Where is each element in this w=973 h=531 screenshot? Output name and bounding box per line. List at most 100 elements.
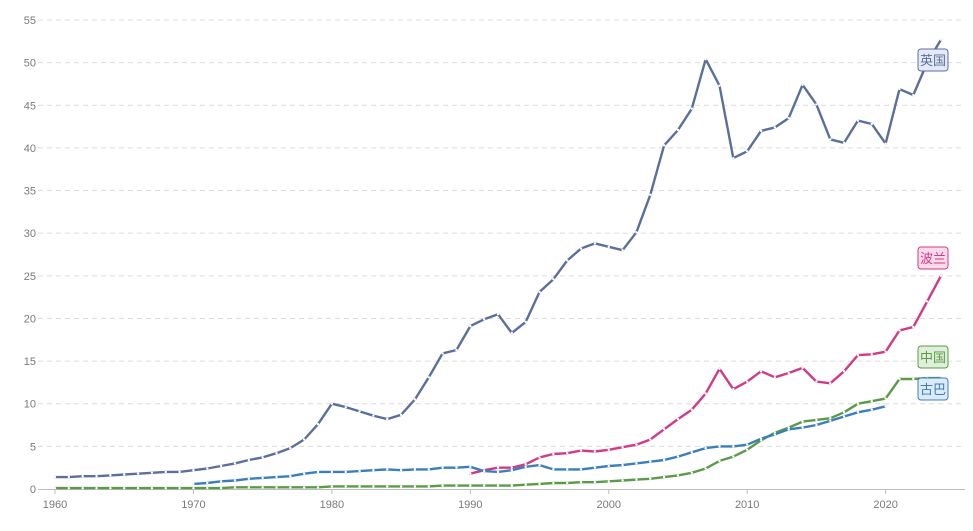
data-point <box>939 274 943 278</box>
data-point <box>261 476 264 480</box>
y-tick-label: 5 <box>30 441 36 453</box>
data-point <box>67 475 71 479</box>
data-point <box>330 470 334 474</box>
data-point <box>192 482 195 486</box>
data-point <box>856 411 860 414</box>
data-point <box>496 312 500 316</box>
data-point <box>316 486 320 489</box>
data-point <box>524 320 527 324</box>
data-point <box>884 397 887 400</box>
data-point <box>635 478 638 481</box>
data-point <box>455 348 458 352</box>
data-point <box>593 242 597 245</box>
data-point <box>302 438 306 441</box>
data-point <box>579 247 583 250</box>
data-point <box>662 428 666 431</box>
data-point <box>53 475 57 479</box>
x-axis-ticks: 1960 1970 1980 1990 2000 2010 2020 <box>43 489 898 511</box>
data-point <box>496 484 500 487</box>
series-label-box <box>917 246 949 270</box>
data-point <box>164 470 167 474</box>
data-point <box>358 410 361 413</box>
data-point <box>344 485 347 488</box>
data-point <box>386 417 389 421</box>
x-tick-label: 1960 <box>43 499 67 511</box>
data-point <box>358 485 361 488</box>
x-tick-label: 1990 <box>458 499 482 511</box>
data-point <box>662 144 666 147</box>
data-point <box>649 438 652 441</box>
data-point <box>219 464 223 468</box>
data-point <box>261 486 264 489</box>
data-point <box>455 466 458 469</box>
data-point <box>718 445 721 448</box>
data-point <box>399 485 403 488</box>
data-point <box>427 485 430 488</box>
data-point <box>399 413 403 417</box>
data-point <box>704 392 707 395</box>
data-point <box>607 464 610 468</box>
data-point <box>732 156 735 160</box>
data-point <box>427 468 430 471</box>
data-point <box>552 468 555 471</box>
data-point <box>150 486 154 490</box>
data-point <box>289 446 292 450</box>
data-point <box>607 480 610 483</box>
data-point <box>842 415 846 418</box>
data-point <box>607 245 610 249</box>
data-point <box>510 484 514 487</box>
x-tick-label: 2020 <box>873 499 897 511</box>
data-point <box>123 473 126 476</box>
data-point <box>676 128 680 132</box>
y-tick-label: 30 <box>24 228 36 240</box>
data-point <box>413 398 417 401</box>
data-point <box>912 325 915 329</box>
series-label-box <box>917 48 949 72</box>
data-point <box>759 129 763 133</box>
data-point <box>662 475 666 479</box>
data-point <box>732 455 735 458</box>
data-point <box>261 456 264 459</box>
data-point <box>566 481 569 485</box>
series-label: 中国 <box>920 351 946 366</box>
data-point <box>593 450 597 453</box>
data-point <box>856 402 860 405</box>
data-point <box>247 486 251 489</box>
data-point <box>621 479 624 482</box>
data-point <box>206 481 209 485</box>
data-point <box>344 405 347 409</box>
data-point <box>482 469 486 473</box>
data-point <box>801 366 804 370</box>
series-label: 英国 <box>920 54 946 69</box>
data-point <box>662 458 666 462</box>
data-point <box>773 376 777 379</box>
data-point <box>759 370 763 373</box>
data-point <box>690 107 694 110</box>
data-point <box>925 300 929 303</box>
data-point <box>469 465 472 469</box>
y-tick-label: 0 <box>30 484 36 496</box>
data-point <box>289 486 292 489</box>
data-point <box>524 463 527 466</box>
data-point <box>136 486 140 490</box>
data-point <box>842 141 846 144</box>
data-point <box>206 467 209 470</box>
data-point <box>870 408 873 411</box>
data-point <box>469 484 472 487</box>
data-point <box>829 382 832 385</box>
data-point <box>178 470 181 474</box>
data-point <box>801 426 804 429</box>
data-point <box>192 469 195 472</box>
data-point <box>538 456 541 459</box>
data-point <box>552 452 555 456</box>
y-tick-label: 50 <box>24 58 36 70</box>
data-point <box>233 486 237 489</box>
data-point <box>123 486 126 490</box>
series-label-box <box>917 377 949 401</box>
y-tick-label: 15 <box>24 356 36 368</box>
data-point <box>732 445 735 448</box>
y-tick-label: 40 <box>24 143 36 155</box>
data-point <box>302 486 306 489</box>
data-point <box>302 472 306 475</box>
y-axis-ticks: 0 5 10 15 20 25 30 35 40 45 50 55 <box>24 15 36 496</box>
